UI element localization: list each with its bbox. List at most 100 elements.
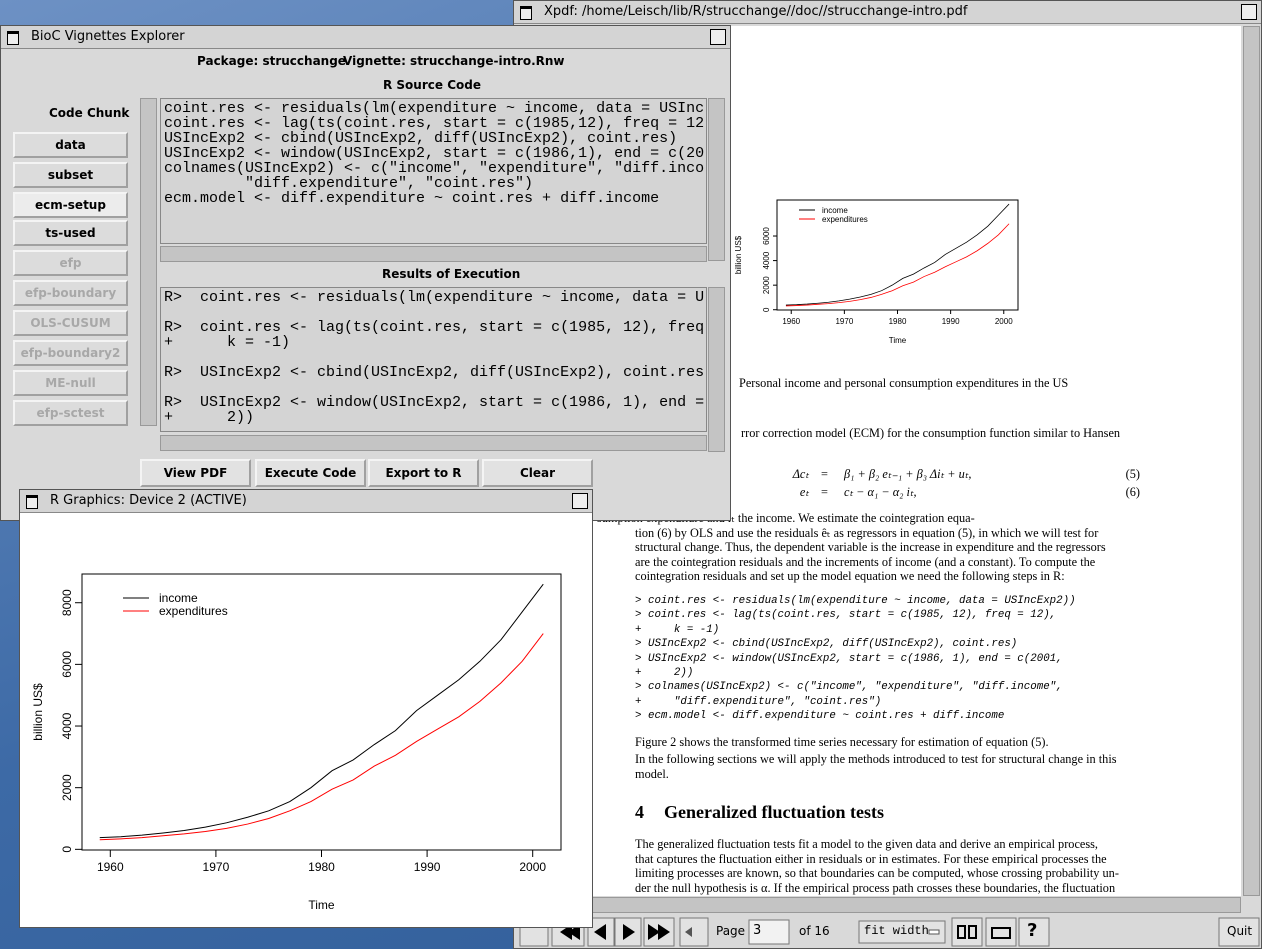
body-text: In the following sections we will apply … xyxy=(635,752,1117,766)
find-icon xyxy=(968,925,977,939)
page-count: of 16 xyxy=(799,924,830,938)
code-line: > USIncExp2 <- window(USIncExp2, start =… xyxy=(635,652,1063,665)
zoom-menu-indicator xyxy=(928,929,940,935)
close-button[interactable] xyxy=(572,493,588,509)
history-back-button[interactable] xyxy=(679,917,709,947)
body-text: that captures the fluctuation either in … xyxy=(635,851,1107,866)
code-line: > coint.res <- lag(ts(coint.res, start =… xyxy=(635,609,1057,622)
graphics-window: 1960 1970 1980 1990 2000 0 2000 4000 6000 8000 inc… xyxy=(19,489,593,928)
x-axis-title: Time xyxy=(889,336,907,345)
page-input[interactable] xyxy=(748,919,790,945)
x-tick-label: 2000 xyxy=(519,860,546,874)
source-line: "diff.expenditure", "coint.res") xyxy=(164,175,534,192)
body-text: are the cointegration residuals and the … xyxy=(635,554,1096,569)
body-text: der the null hypothesis is α. If the emp… xyxy=(635,880,1116,895)
action-button[interactable]: Clear xyxy=(482,459,593,487)
action-button[interactable]: Export to R xyxy=(368,459,479,487)
title-bar: R Graphics: Device 2 (ACTIVE) xyxy=(20,490,592,513)
close-button[interactable] xyxy=(710,29,726,45)
figure-thumbnail: 1960 1970 1980 1990 2000 0 2000 4000 6000 incomee… xyxy=(734,199,1019,345)
equation-number: (6) xyxy=(1125,485,1140,499)
xpdf-window: Xpdf: /home/Leisch/lib/R/strucchange//do… xyxy=(513,0,1262,949)
source-vscroll[interactable] xyxy=(708,98,725,261)
legend-label: expenditures xyxy=(159,604,228,618)
chunk-button[interactable]: ts-used xyxy=(13,220,128,246)
chunk-scrollbar[interactable] xyxy=(140,98,157,426)
title-bar: BioC Vignettes Explorer xyxy=(1,26,730,49)
result-line: R> coint.res <- residuals(lm(expenditure… xyxy=(164,289,705,306)
series-line xyxy=(785,223,1010,307)
body-text: structural change. Thus, the dependent v… xyxy=(635,540,1106,554)
window-title: BioC Vignettes Explorer xyxy=(31,29,185,44)
code-line: > USIncExp2 <- cbind(USIncExp2, diff(USI… xyxy=(635,638,1018,651)
horizontal-scrollbar[interactable] xyxy=(521,897,1241,913)
toolbar: Page 3 of 16 fit width ? Quit xyxy=(514,914,1261,948)
body-text: rror correction model (ECM) for the cons… xyxy=(741,426,1121,440)
source-line: USIncExp2 <- cbind(USIncExp2, diff(USInc… xyxy=(164,130,678,147)
y-tick-label: 0 xyxy=(762,307,771,312)
find-button[interactable] xyxy=(951,917,983,947)
code-line: + k = -1) xyxy=(635,623,720,636)
window-menu-icon[interactable] xyxy=(7,31,19,45)
quit-label[interactable]: Quit xyxy=(1227,924,1253,938)
window-title: R Graphics: Device 2 (ACTIVE) xyxy=(50,493,247,508)
section-number: 4 xyxy=(635,802,644,822)
package-label: Package: strucchange xyxy=(197,54,346,68)
source-hscroll[interactable] xyxy=(160,246,707,262)
x-tick-label: 2000 xyxy=(995,317,1013,326)
result-line: R> USIncExp2 <- cbind(USIncExp2, diff(US… xyxy=(164,364,705,381)
vertical-scrollbar[interactable] xyxy=(1243,26,1260,896)
chunk-button[interactable]: data xyxy=(13,132,128,158)
legend-label: income xyxy=(159,591,198,605)
action-button[interactable]: View PDF xyxy=(140,459,251,487)
equation-rhs: cₜ − α₁ − α₂ iₜ, xyxy=(844,485,917,499)
forward-10-icon xyxy=(648,924,660,940)
x-tick-label: 1990 xyxy=(414,860,441,874)
equation-rhs: β₁ + β₂ eₜ₋₁ + β₃ Δiₜ + uₜ, xyxy=(844,467,972,481)
equation-sign: = xyxy=(821,485,828,499)
code-line: > colnames(USIncExp2) <- c("income", "ex… xyxy=(635,681,1063,694)
body-text: cointegration residuals and set up the m… xyxy=(635,569,1065,583)
chunk-button[interactable]: subset xyxy=(13,162,128,188)
results-area: R> coint.res <- residuals(lm(expenditure… xyxy=(160,287,707,432)
result-line: R> coint.res <- lag(ts(coint.res, start … xyxy=(164,319,705,336)
print-button[interactable] xyxy=(985,917,1017,947)
help-button[interactable] xyxy=(1018,917,1050,947)
y-axis-title: billion US$ xyxy=(734,235,743,274)
print-icon xyxy=(991,927,1011,939)
code-line: > ecm.model <- diff.expenditure ~ coint.… xyxy=(635,710,1005,723)
zoom-menu[interactable] xyxy=(858,920,946,944)
plot: 1960 1970 1980 1990 2000 0 2000 4000 6000 8000 inc… xyxy=(31,573,562,912)
window-menu-icon[interactable] xyxy=(520,6,532,20)
x-tick-label: 1980 xyxy=(889,317,907,326)
close-button[interactable] xyxy=(1241,4,1257,20)
vignette-label: Vignette: strucchange-intro.Rnw xyxy=(343,54,565,68)
y-tick-label: 6000 xyxy=(60,651,74,678)
y-tick-label: 6000 xyxy=(762,227,771,245)
x-axis-title: Time xyxy=(308,898,335,912)
source-code-area[interactable]: coint.res <- residuals(lm(expenditure ~ … xyxy=(160,98,707,244)
body-text: model. xyxy=(635,766,669,781)
zoom-value[interactable]: fit width xyxy=(864,924,929,938)
history-icon xyxy=(685,927,692,937)
y-tick-label: 8000 xyxy=(60,589,74,616)
source-line: coint.res <- lag(ts(coint.res, start = c… xyxy=(164,115,705,132)
legend-label: expenditures xyxy=(822,215,868,224)
window-title: Xpdf: /home/Leisch/lib/R/strucchange//do… xyxy=(544,4,968,19)
equation-lhs: eₜ xyxy=(799,485,809,499)
page-value[interactable]: 3 xyxy=(753,923,762,938)
source-label: R Source Code xyxy=(383,78,481,92)
window-menu-icon[interactable] xyxy=(26,495,38,509)
results-vscroll[interactable] xyxy=(708,287,725,452)
help-label[interactable]: ? xyxy=(1027,920,1038,941)
result-line: + k = -1) xyxy=(164,334,291,351)
quit-button[interactable] xyxy=(1218,917,1260,947)
prev-icon xyxy=(594,924,606,940)
chunk-button: efp-boundary xyxy=(13,280,128,306)
forward-10-icon xyxy=(658,924,670,940)
results-hscroll[interactable] xyxy=(160,435,707,451)
back-10-icon xyxy=(560,924,572,940)
x-tick-label: 1980 xyxy=(308,860,335,874)
chunk-button[interactable]: ecm-setup xyxy=(13,192,128,218)
action-button[interactable]: Execute Code xyxy=(255,459,366,487)
